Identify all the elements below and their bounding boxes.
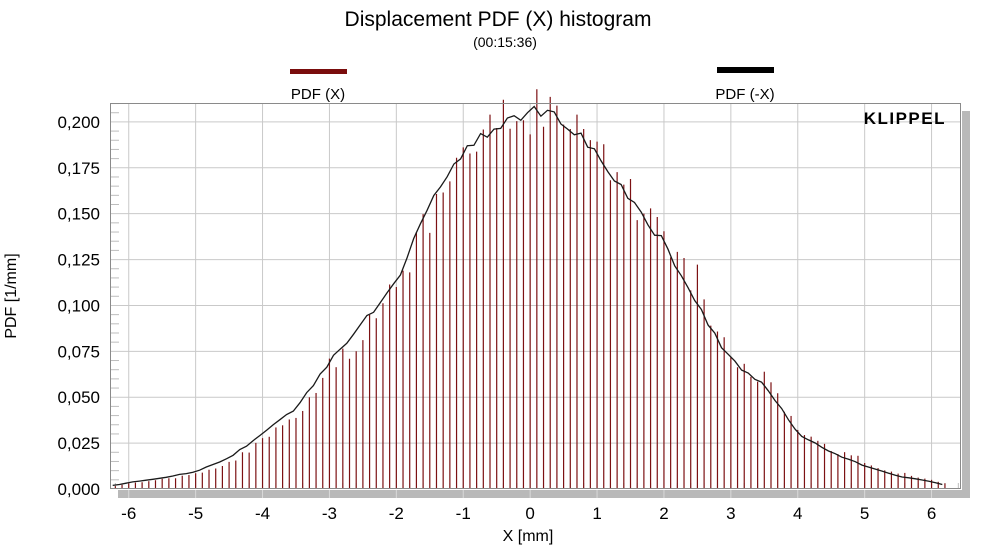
plot-area (110, 103, 961, 489)
y-tick-label: 0,200 (57, 113, 100, 132)
x-tick-label: -3 (322, 504, 337, 523)
x-tick-label: -2 (389, 504, 404, 523)
tick-label-layer: -6 -5 -4 -3 -2 -1 0 1 2 3 4 5 6 0,000 0,025 0,050 0,075 0… (57, 113, 936, 523)
histogram-bars-layer (114, 89, 946, 489)
chart-subtitle: (00:15:36) (473, 34, 537, 50)
x-tick-label: 0 (525, 504, 534, 523)
x-tick-label: -1 (456, 504, 471, 523)
x-tick-label: 6 (927, 504, 936, 523)
y-tick-label: 0,125 (57, 251, 100, 270)
y-tick-label: 0,050 (57, 388, 100, 407)
y-tick-label: 0,000 (57, 480, 100, 499)
legend-swatch-pdf-negx (717, 67, 774, 73)
x-tick-label: -6 (121, 504, 136, 523)
legend-swatch-pdf-x (290, 69, 347, 74)
klippel-logo: KLIPPEL (864, 109, 946, 128)
x-axis-title: X [mm] (503, 528, 554, 545)
frame-shadow-bottom (118, 490, 969, 498)
x-tick-label: 5 (860, 504, 869, 523)
y-tick-label: 0,100 (57, 296, 100, 315)
y-tick-label: 0,175 (57, 159, 100, 178)
x-tick-label: 4 (793, 504, 802, 523)
y-tick-label: 0,075 (57, 342, 100, 361)
x-tick-label: -5 (188, 504, 203, 523)
plot-frame (110, 103, 961, 489)
legend-label-pdf-x: PDF (X) (291, 86, 345, 103)
x-tick-label: -4 (255, 504, 270, 523)
x-tick-label: 3 (726, 504, 735, 523)
pdf-curve-layer (112, 105, 943, 487)
legend-label-pdf-negx: PDF (-X) (715, 86, 774, 103)
x-tick-label: 2 (659, 504, 668, 523)
y-tick-label: 0,025 (57, 434, 100, 453)
x-tick-label: 1 (592, 504, 601, 523)
y-tick-label: 0,150 (57, 205, 100, 224)
chart-title: Displacement PDF (X) histogram (345, 8, 652, 31)
pdf-negx-curve (112, 105, 943, 487)
frame-shadow-right (962, 111, 970, 498)
y-axis-title: PDF [1/mm] (3, 253, 20, 338)
